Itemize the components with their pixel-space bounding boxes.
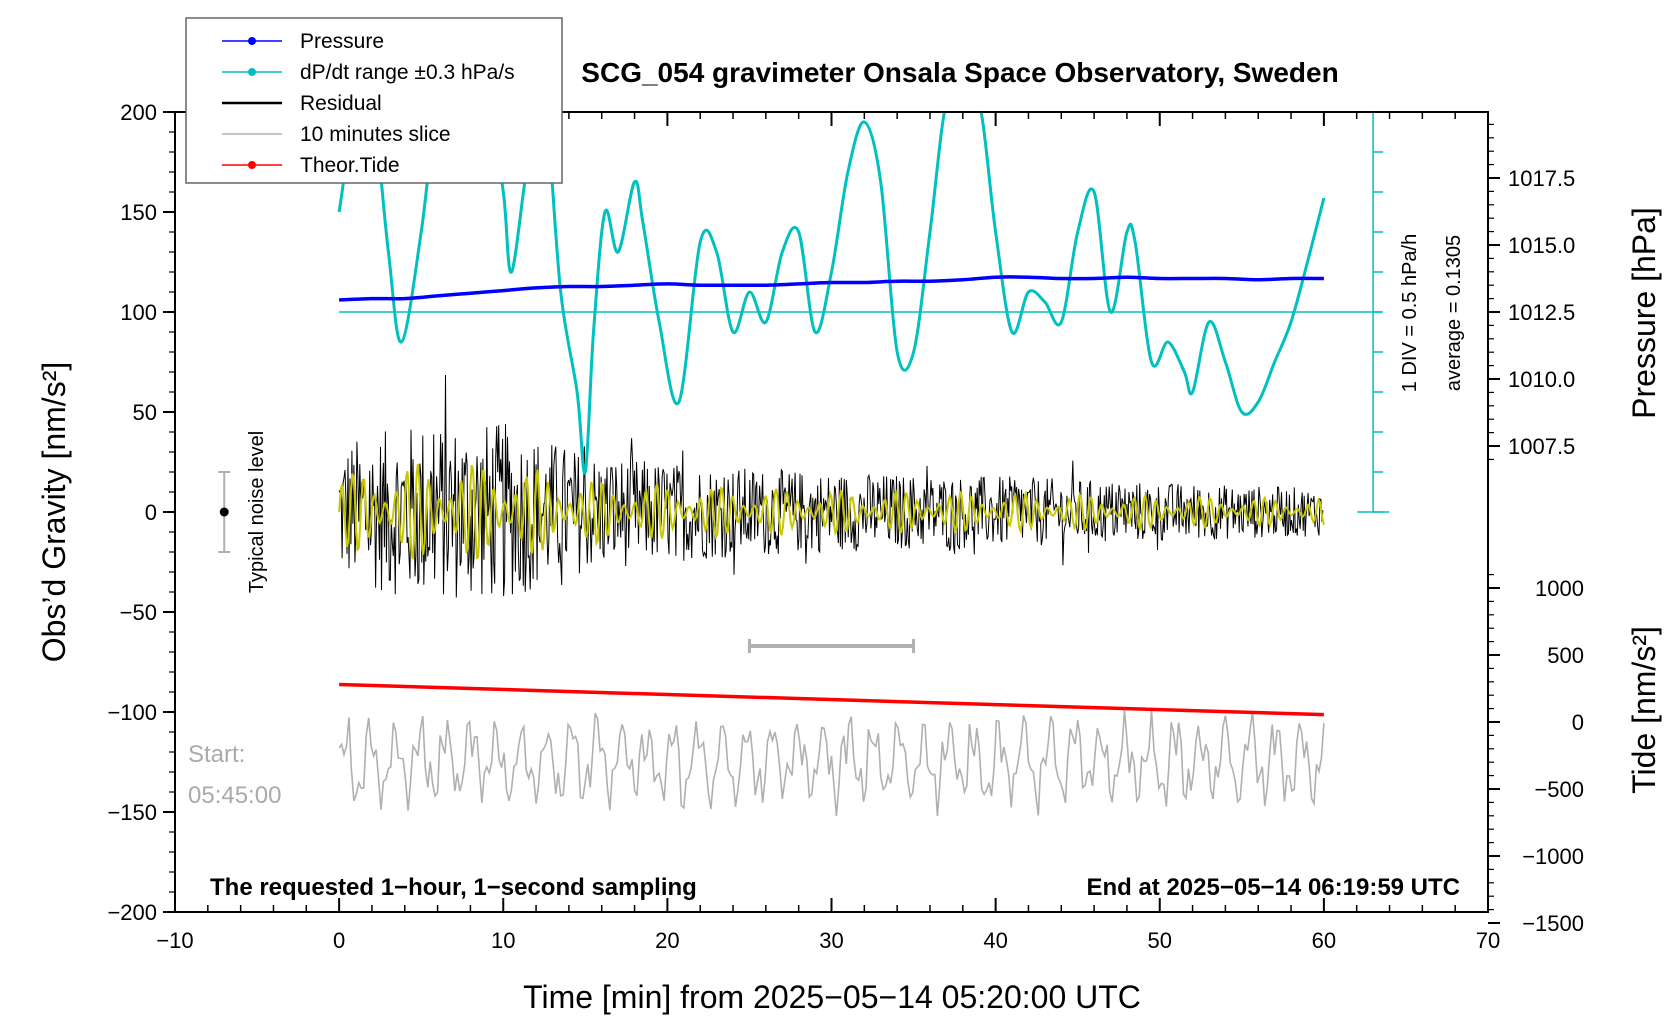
y-tick-label-left: 50 bbox=[133, 400, 157, 425]
y-tick-label-left: −100 bbox=[107, 700, 157, 725]
tide-tick-label: 500 bbox=[1547, 643, 1584, 668]
legend: Pressure dP/dt range ±0.3 hPa/s Residual 10… bbox=[185, 17, 563, 184]
residual-filtered-line bbox=[338, 463, 1325, 560]
pressure-tick-label: 1012.5 bbox=[1508, 300, 1575, 325]
start-time: 05:45:00 bbox=[188, 782, 281, 809]
legend-label: Pressure bbox=[300, 30, 384, 53]
reference-lines bbox=[339, 111, 1390, 513]
pressure-tick-label: 1017.5 bbox=[1508, 166, 1575, 191]
noise-bar-center bbox=[219, 507, 229, 517]
axes-layer: −10 0 10 20 30 40 50 60 70−200−150−100−500501001… bbox=[107, 100, 1584, 953]
pressure-tick-label: 1010.0 bbox=[1508, 367, 1575, 392]
pressure-tick-label: 1015.0 bbox=[1508, 233, 1575, 258]
x-tick-label: 50 bbox=[1148, 928, 1172, 953]
dpdt-average-note: average = 0.1305 bbox=[1443, 235, 1465, 391]
y-tick-label-left: 0 bbox=[145, 500, 157, 525]
y-axis-title-pressure: Pressure [hPa] bbox=[1626, 207, 1662, 419]
legend-box bbox=[185, 17, 563, 184]
x-tick-label: 0 bbox=[333, 928, 345, 953]
tide-tick-label: −1500 bbox=[1522, 911, 1584, 936]
y-tick-label-left: −200 bbox=[107, 900, 157, 925]
y-tick-label-left: 150 bbox=[120, 200, 157, 225]
noise-level-label: Typical noise level bbox=[246, 431, 268, 593]
legend-label: dP/dt range ±0.3 hPa/s bbox=[300, 61, 515, 84]
y-tick-label-left: 200 bbox=[120, 100, 157, 125]
pressure-tick-label: 1007.5 bbox=[1508, 434, 1575, 459]
x-tick-label: 10 bbox=[491, 928, 515, 953]
x-tick-label: 60 bbox=[1312, 928, 1336, 953]
bottom-left-note: The requested 1−hour, 1−second sampling bbox=[210, 874, 697, 901]
x-tick-label: 30 bbox=[819, 928, 843, 953]
tide-line bbox=[339, 682, 1324, 717]
series-layer bbox=[337, 112, 1326, 817]
y-tick-label-left: −50 bbox=[120, 600, 157, 625]
tide-tick-label: −500 bbox=[1534, 777, 1584, 802]
legend-label: 10 minutes slice bbox=[300, 123, 451, 146]
x-axis-title: Time [min] from 2025−05−14 05:20:00 UTC bbox=[523, 979, 1141, 1015]
y-tick-label-left: −150 bbox=[107, 800, 157, 825]
legend-marker bbox=[248, 37, 256, 45]
x-tick-label: −10 bbox=[156, 928, 193, 953]
bottom-right-note: End at 2025−05−14 06:19:59 UTC bbox=[1086, 874, 1460, 901]
legend-label: Residual bbox=[300, 92, 382, 115]
start-label: Start: bbox=[188, 741, 245, 768]
x-tick-label: 40 bbox=[983, 928, 1007, 953]
y-axis-title-tide: Tide [nm/s²] bbox=[1626, 626, 1662, 794]
pressure-line bbox=[339, 275, 1324, 302]
tide-tick-label: 1000 bbox=[1535, 576, 1584, 601]
dpdt-scale-note: 1 DIV = 0.5 hPa/h bbox=[1399, 234, 1421, 392]
legend-marker bbox=[248, 68, 256, 76]
y-tick-label-left: 100 bbox=[120, 300, 157, 325]
legend-marker bbox=[248, 161, 256, 169]
x-tick-label: 70 bbox=[1476, 928, 1500, 953]
tide-tick-label: 0 bbox=[1572, 710, 1584, 735]
slice-line bbox=[338, 709, 1325, 817]
legend-label: Theor.Tide bbox=[300, 154, 400, 177]
dpdt-line bbox=[337, 112, 1326, 475]
y-axis-title-left: Obs’d Gravity [nm/s²] bbox=[36, 362, 72, 663]
residual-line bbox=[338, 374, 1324, 598]
chart-title: SCG_054 gravimeter Onsala Space Observat… bbox=[581, 57, 1338, 88]
tide-tick-label: −1000 bbox=[1522, 844, 1584, 869]
x-tick-label: 20 bbox=[655, 928, 679, 953]
